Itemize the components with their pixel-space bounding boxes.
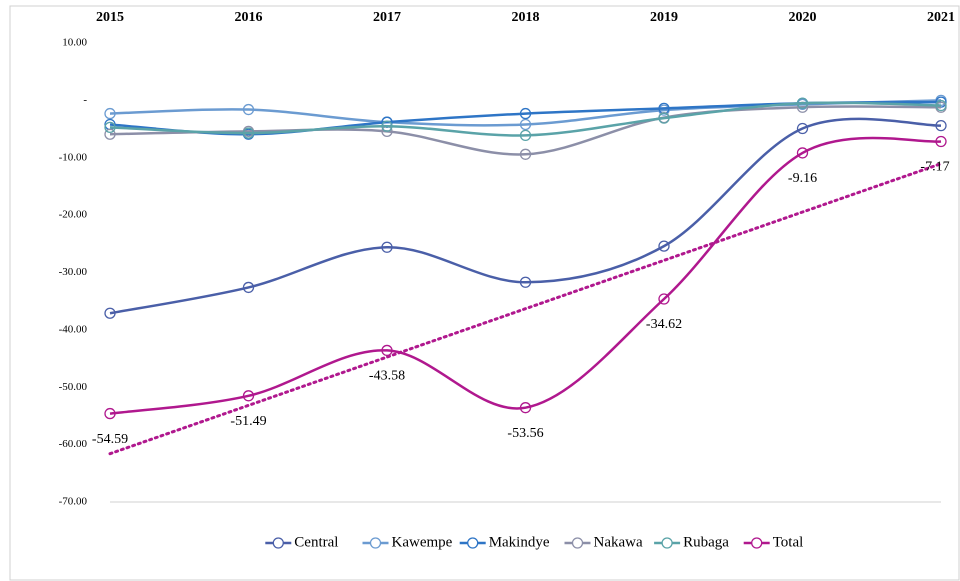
legend-item: Total [743,534,804,550]
y-tick-label: -40.00 [59,323,88,335]
marker [104,128,116,140]
x-tick-label: 2017 [373,10,401,25]
marker [796,122,809,135]
legend-item: Nakawa [564,534,643,550]
trendline [108,162,943,456]
marker [658,293,670,305]
marker [242,103,255,116]
value-label: -54.59 [92,432,128,447]
value-label: -9.16 [788,171,817,186]
marker [381,241,393,253]
marker [242,281,255,294]
marker [381,120,393,132]
marker [242,390,255,402]
x-tick-label: 2021 [927,10,955,25]
marker [796,147,809,159]
legend-label: Central [294,534,338,550]
series-line [109,101,942,137]
marker [935,99,947,112]
marker [381,344,393,357]
legend-marker [369,537,382,549]
x-tick-label: 2015 [96,10,124,25]
marker [242,127,255,139]
y-tick-label: - [83,94,87,106]
marker [104,121,116,133]
value-label: -7.17 [920,160,949,175]
marker [104,407,116,420]
series [104,97,947,142]
x-tick-label: 2018 [512,10,540,25]
legend-label: Total [773,534,804,550]
y-tick-label: -30.00 [59,266,88,278]
value-label: -53.56 [507,426,543,441]
marker [796,97,809,109]
legend-item: Makindye [459,534,550,550]
legend-item: Rubaga [654,534,729,550]
legend-marker [571,537,584,549]
marker [519,107,532,120]
x-tick-label: 2019 [650,10,678,25]
value-label: -51.49 [230,414,266,429]
chart-frame [9,5,960,581]
marker [935,119,947,132]
value-label: -34.62 [646,317,682,332]
legend-label: Makindye [489,534,550,550]
y-tick-label: -20.00 [59,209,88,221]
series: -54.59 -51.49 -43.58 -53.56 -34.62 -9.16 -7.17 [92,135,950,456]
marker [935,135,947,148]
legend-marker [661,537,673,549]
series-line [109,105,942,156]
legend-marker [751,537,763,549]
marker [658,240,670,252]
marker [519,402,532,414]
y-tick-label: -50.00 [59,381,88,393]
series [104,117,947,319]
y-tick-label: -60.00 [59,438,88,450]
legend-label: Rubaga [683,534,729,550]
marker [658,112,670,124]
marker [104,307,116,319]
legend-label: Kawempe [392,534,453,550]
marker [104,107,116,120]
x-tick-label: 2020 [789,10,817,25]
series-line [109,117,942,315]
x-tick-label: 2016 [235,10,263,25]
marker [519,118,532,131]
legend-item: Central [265,534,338,550]
legend-marker [467,537,479,549]
legend-label: Nakawa [594,534,643,550]
value-label: -43.58 [369,369,405,384]
marker [519,129,532,142]
y-tick-label: -70.00 [59,496,88,508]
y-tick-label: -10.00 [59,151,88,163]
marker [519,148,532,160]
legend-item: Kawempe [362,534,453,550]
legend-marker [272,537,284,549]
y-tick-label: 10.00 [62,37,87,49]
marker [519,276,532,288]
